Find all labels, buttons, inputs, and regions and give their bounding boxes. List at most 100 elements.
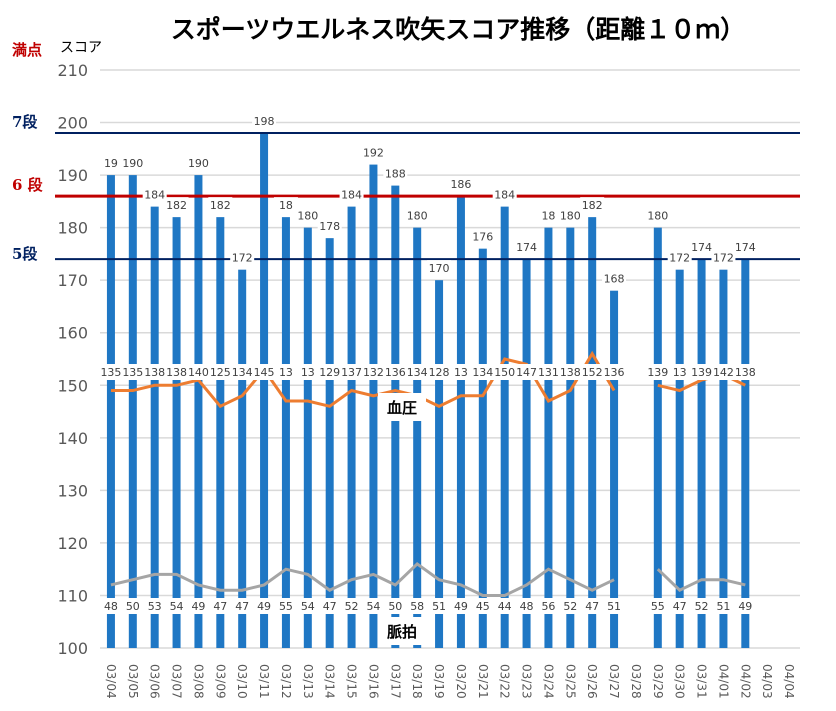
- x-tick-label: 04/04: [782, 664, 796, 699]
- line-data-label: 13: [279, 366, 293, 379]
- line-data-label: 134: [472, 366, 493, 379]
- line-data-label: 134: [232, 366, 253, 379]
- bar-label-bg: [230, 249, 255, 265]
- line-label-bg: [492, 364, 517, 380]
- line-label-bg: [448, 598, 473, 614]
- line-data-label: 137: [341, 366, 362, 379]
- bar-label-bg: [383, 165, 408, 181]
- bar-label-bg: [514, 239, 539, 255]
- bar: [369, 164, 378, 648]
- bar: [347, 206, 356, 649]
- line-data-label: 52: [345, 600, 359, 613]
- chart-title: スポーツウエルネス吹矢スコア推移（距離１０ｍ）: [171, 15, 746, 44]
- line-data-label: 52: [695, 600, 709, 613]
- line-label-bg: [317, 598, 342, 614]
- line-data-label: 138: [735, 366, 756, 379]
- line-label-bg: [208, 364, 233, 380]
- line-data-label: 152: [582, 366, 603, 379]
- x-tick-label: 03/17: [388, 664, 402, 699]
- bar-data-label: 172: [669, 252, 690, 265]
- series-name-label: 脈拍: [387, 623, 417, 641]
- bar-label-bg: [98, 155, 123, 171]
- series-line: [110, 561, 615, 597]
- line-data-label: 48: [104, 600, 118, 613]
- x-tick-label: 03/10: [235, 664, 249, 699]
- bar-data-label: 182: [582, 199, 603, 212]
- bar: [172, 217, 181, 649]
- line-label-bg: [361, 598, 386, 614]
- reference-line-label: 5段: [12, 245, 37, 263]
- line-label-bg: [339, 598, 364, 614]
- line-data-label: 47: [673, 600, 687, 613]
- line-data-label: 48: [520, 600, 534, 613]
- line-data-label: 147: [516, 366, 537, 379]
- line-data-label: 54: [366, 600, 380, 613]
- bar: [325, 238, 334, 649]
- line-label-bg: [558, 364, 583, 380]
- bar-label-bg: [427, 260, 452, 276]
- x-tick-label: 03/28: [629, 664, 643, 699]
- y-tick-label: 200: [57, 114, 88, 133]
- bar-label-bg: [558, 207, 583, 223]
- line-data-label: 13: [454, 366, 468, 379]
- bar: [610, 290, 619, 648]
- line-data-label: 58: [410, 600, 424, 613]
- line-data-label: 50: [126, 600, 140, 613]
- reference-line-label: 満点: [12, 41, 42, 59]
- line-label-bg: [186, 598, 211, 614]
- line-label-bg: [273, 364, 298, 380]
- bar: [478, 248, 487, 648]
- line-data-label: 138: [560, 366, 581, 379]
- x-tick-label: 03/06: [148, 664, 162, 699]
- line-label-bg: [164, 364, 189, 380]
- bar-label-bg: [120, 155, 145, 171]
- series-line: [656, 568, 746, 593]
- bar-data-label: 174: [516, 241, 537, 254]
- bar: [719, 269, 728, 648]
- line-data-label: 51: [432, 600, 446, 613]
- bar: [544, 227, 553, 649]
- bar: [303, 227, 312, 649]
- bar-data-label: 198: [254, 115, 275, 128]
- bar-data-label: 18: [541, 210, 555, 223]
- y-tick-label: 180: [57, 219, 88, 238]
- bar: [435, 280, 444, 648]
- line-data-label: 128: [429, 366, 450, 379]
- x-tick-label: 03/07: [170, 664, 184, 699]
- line-data-label: 47: [585, 600, 599, 613]
- line-data-label: 13: [301, 366, 315, 379]
- y-tick-label: 210: [57, 61, 88, 80]
- x-tick-label: 04/03: [760, 664, 774, 699]
- line-label-bg: [689, 364, 714, 380]
- x-tick-label: 03/18: [410, 664, 424, 699]
- bar-label-bg: [448, 176, 473, 192]
- line-label-bg: [120, 364, 145, 380]
- line-label-bg: [492, 598, 517, 614]
- bar-label-bg: [142, 186, 167, 202]
- line-label-bg: [602, 364, 627, 380]
- bar-data-label: 170: [429, 262, 450, 275]
- x-tick-label: 03/14: [323, 664, 337, 699]
- bar-label-bg: [361, 144, 386, 160]
- line-label-bg: [602, 598, 627, 614]
- line-label-bg: [536, 598, 561, 614]
- bar-data-label: 184: [494, 189, 515, 202]
- line-label-bg: [230, 598, 255, 614]
- x-tick-labels: 03/04 03/05 03/06 03/07 03/08 03/09 03/10 03/11…: [104, 664, 796, 699]
- line-label-bg: [536, 364, 561, 380]
- x-tick-label: 03/12: [279, 664, 293, 699]
- line-data-label: 47: [323, 600, 337, 613]
- bar-label-bg: [470, 228, 495, 244]
- line-label-bg: [164, 598, 189, 614]
- x-tick-label: 03/23: [520, 664, 534, 699]
- x-tick-label: 03/08: [191, 664, 205, 699]
- line-data-label: 49: [454, 600, 468, 613]
- bar-data-label: 182: [166, 199, 187, 212]
- bar-label-bg: [339, 186, 364, 202]
- line-label-bg: [120, 598, 145, 614]
- y-tick-label: 120: [57, 534, 88, 553]
- line-label-bg: [427, 598, 452, 614]
- series-name-bg: [378, 617, 426, 645]
- y-tick-label: 110: [57, 586, 88, 605]
